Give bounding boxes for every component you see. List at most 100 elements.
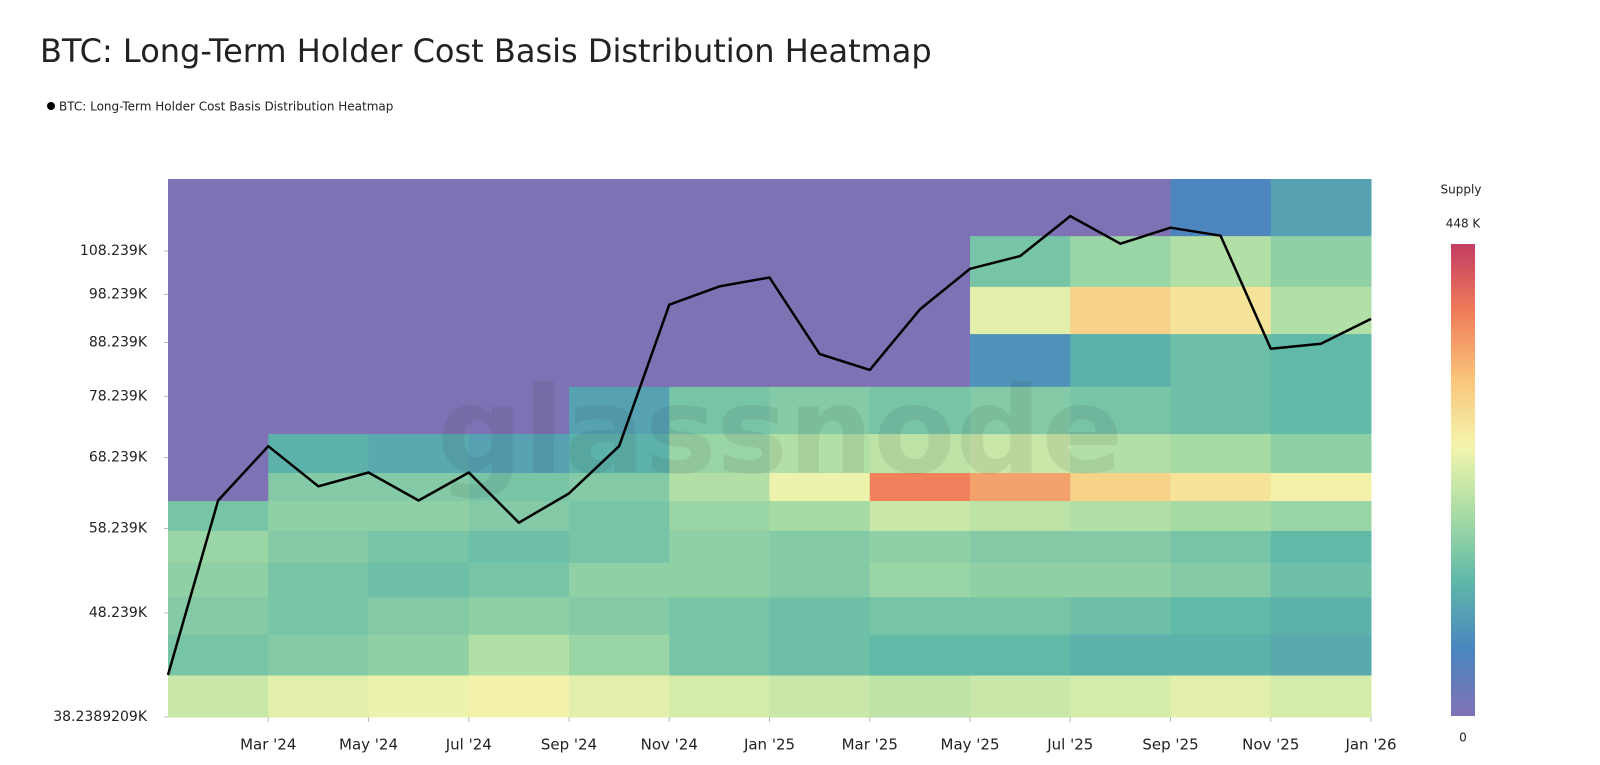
heat-cell — [1170, 530, 1272, 563]
heat-cell — [769, 472, 871, 502]
heat-cell — [1270, 500, 1372, 531]
colorbar-title: Supply — [1441, 183, 1482, 197]
heat-cell — [669, 500, 770, 531]
heat-cell — [869, 179, 971, 237]
heat-cell — [268, 433, 369, 474]
heat-cell — [368, 472, 470, 502]
heat-cell — [1170, 433, 1272, 474]
heat-cell — [268, 596, 369, 635]
heat-cell — [769, 433, 871, 474]
heat-cell — [970, 530, 1071, 563]
heat-cell — [168, 596, 269, 635]
heat-cell — [669, 386, 770, 435]
heat-cell — [869, 562, 971, 598]
heat-cell — [468, 433, 570, 474]
heat-cell — [669, 472, 770, 502]
heat-cell — [669, 433, 770, 474]
colorbar — [1451, 244, 1475, 716]
heat-cell — [769, 500, 871, 531]
legend-label: BTC: Long-Term Holder Cost Basis Distrib… — [59, 100, 393, 114]
heat-cell — [869, 530, 971, 563]
heat-cell — [468, 179, 570, 237]
heat-cell — [1170, 472, 1272, 502]
heat-cell — [268, 674, 369, 718]
heat-cell — [368, 530, 470, 563]
x-tick-label: May '25 — [941, 736, 1000, 754]
heat-cell — [869, 333, 971, 387]
heat-cell — [168, 179, 269, 237]
heat-cell — [368, 634, 470, 676]
heat-cell — [1270, 433, 1372, 474]
heat-cell — [569, 596, 670, 635]
heat-cell — [1070, 333, 1171, 387]
x-tick-label: Jul '24 — [445, 736, 492, 754]
x-tick-label: Jul '25 — [1046, 736, 1093, 754]
heat-cell — [368, 500, 470, 531]
heat-cell — [168, 562, 269, 598]
heat-cell — [1170, 596, 1272, 635]
heatmap — [168, 179, 1372, 718]
heat-cell — [669, 596, 770, 635]
heat-cell — [869, 472, 971, 502]
heat-cell — [468, 472, 570, 502]
heat-cell — [268, 500, 369, 531]
heat-cell — [1070, 634, 1171, 676]
heat-cell — [368, 286, 470, 335]
y-tick-label: 68.239K — [89, 450, 148, 466]
heat-cell — [769, 386, 871, 435]
y-tick-label: 58.239K — [89, 521, 148, 537]
legend-marker — [47, 102, 55, 110]
heat-cell — [168, 386, 269, 435]
x-tick-label: Mar '24 — [240, 736, 296, 754]
heat-cell — [869, 500, 971, 531]
x-tick-label: Sep '25 — [1142, 736, 1198, 754]
heat-cell — [1270, 530, 1372, 563]
heat-cell — [1070, 674, 1171, 718]
heat-cell — [569, 433, 670, 474]
heat-cell — [569, 286, 670, 335]
heat-cell — [1170, 286, 1272, 335]
heat-cell — [268, 530, 369, 563]
heat-cell — [1170, 235, 1272, 287]
heat-cell — [1270, 235, 1372, 287]
heat-cell — [769, 286, 871, 335]
heat-cell — [1170, 562, 1272, 598]
heat-cell — [769, 596, 871, 635]
heat-cell — [468, 674, 570, 718]
heat-cell — [368, 179, 470, 237]
heat-cell — [1270, 674, 1372, 718]
heat-cell — [168, 634, 269, 676]
heat-cell — [569, 333, 670, 387]
heat-cell — [168, 674, 269, 718]
x-tick-label: Jan '25 — [743, 736, 795, 754]
heat-cell — [1070, 286, 1171, 335]
heat-cell — [1070, 596, 1171, 635]
heat-cell — [970, 472, 1071, 502]
y-tick-label: 38.2389209K — [53, 709, 148, 725]
heat-cell — [368, 596, 470, 635]
heat-cell — [268, 333, 369, 387]
heat-cell — [669, 333, 770, 387]
heat-cell — [1070, 472, 1171, 502]
heat-cell — [1270, 179, 1372, 237]
heat-cell — [769, 179, 871, 237]
heat-cell — [970, 286, 1071, 335]
heat-cell — [1070, 530, 1171, 563]
heat-cell — [368, 562, 470, 598]
heat-cell — [569, 386, 670, 435]
x-tick-label: Nov '25 — [1242, 736, 1299, 754]
heat-cell — [368, 235, 470, 287]
y-tick-label: 78.239K — [89, 388, 148, 404]
heat-cell — [970, 674, 1071, 718]
heat-cell — [569, 179, 670, 237]
heat-cell — [168, 333, 269, 387]
heat-cell — [468, 562, 570, 598]
heat-cell — [1270, 333, 1372, 387]
heat-cell — [1170, 634, 1272, 676]
x-tick-label: Mar '25 — [842, 736, 898, 754]
heat-cell — [1270, 472, 1372, 502]
heat-cell — [569, 500, 670, 531]
heat-cell — [468, 235, 570, 287]
heat-cell — [769, 674, 871, 718]
